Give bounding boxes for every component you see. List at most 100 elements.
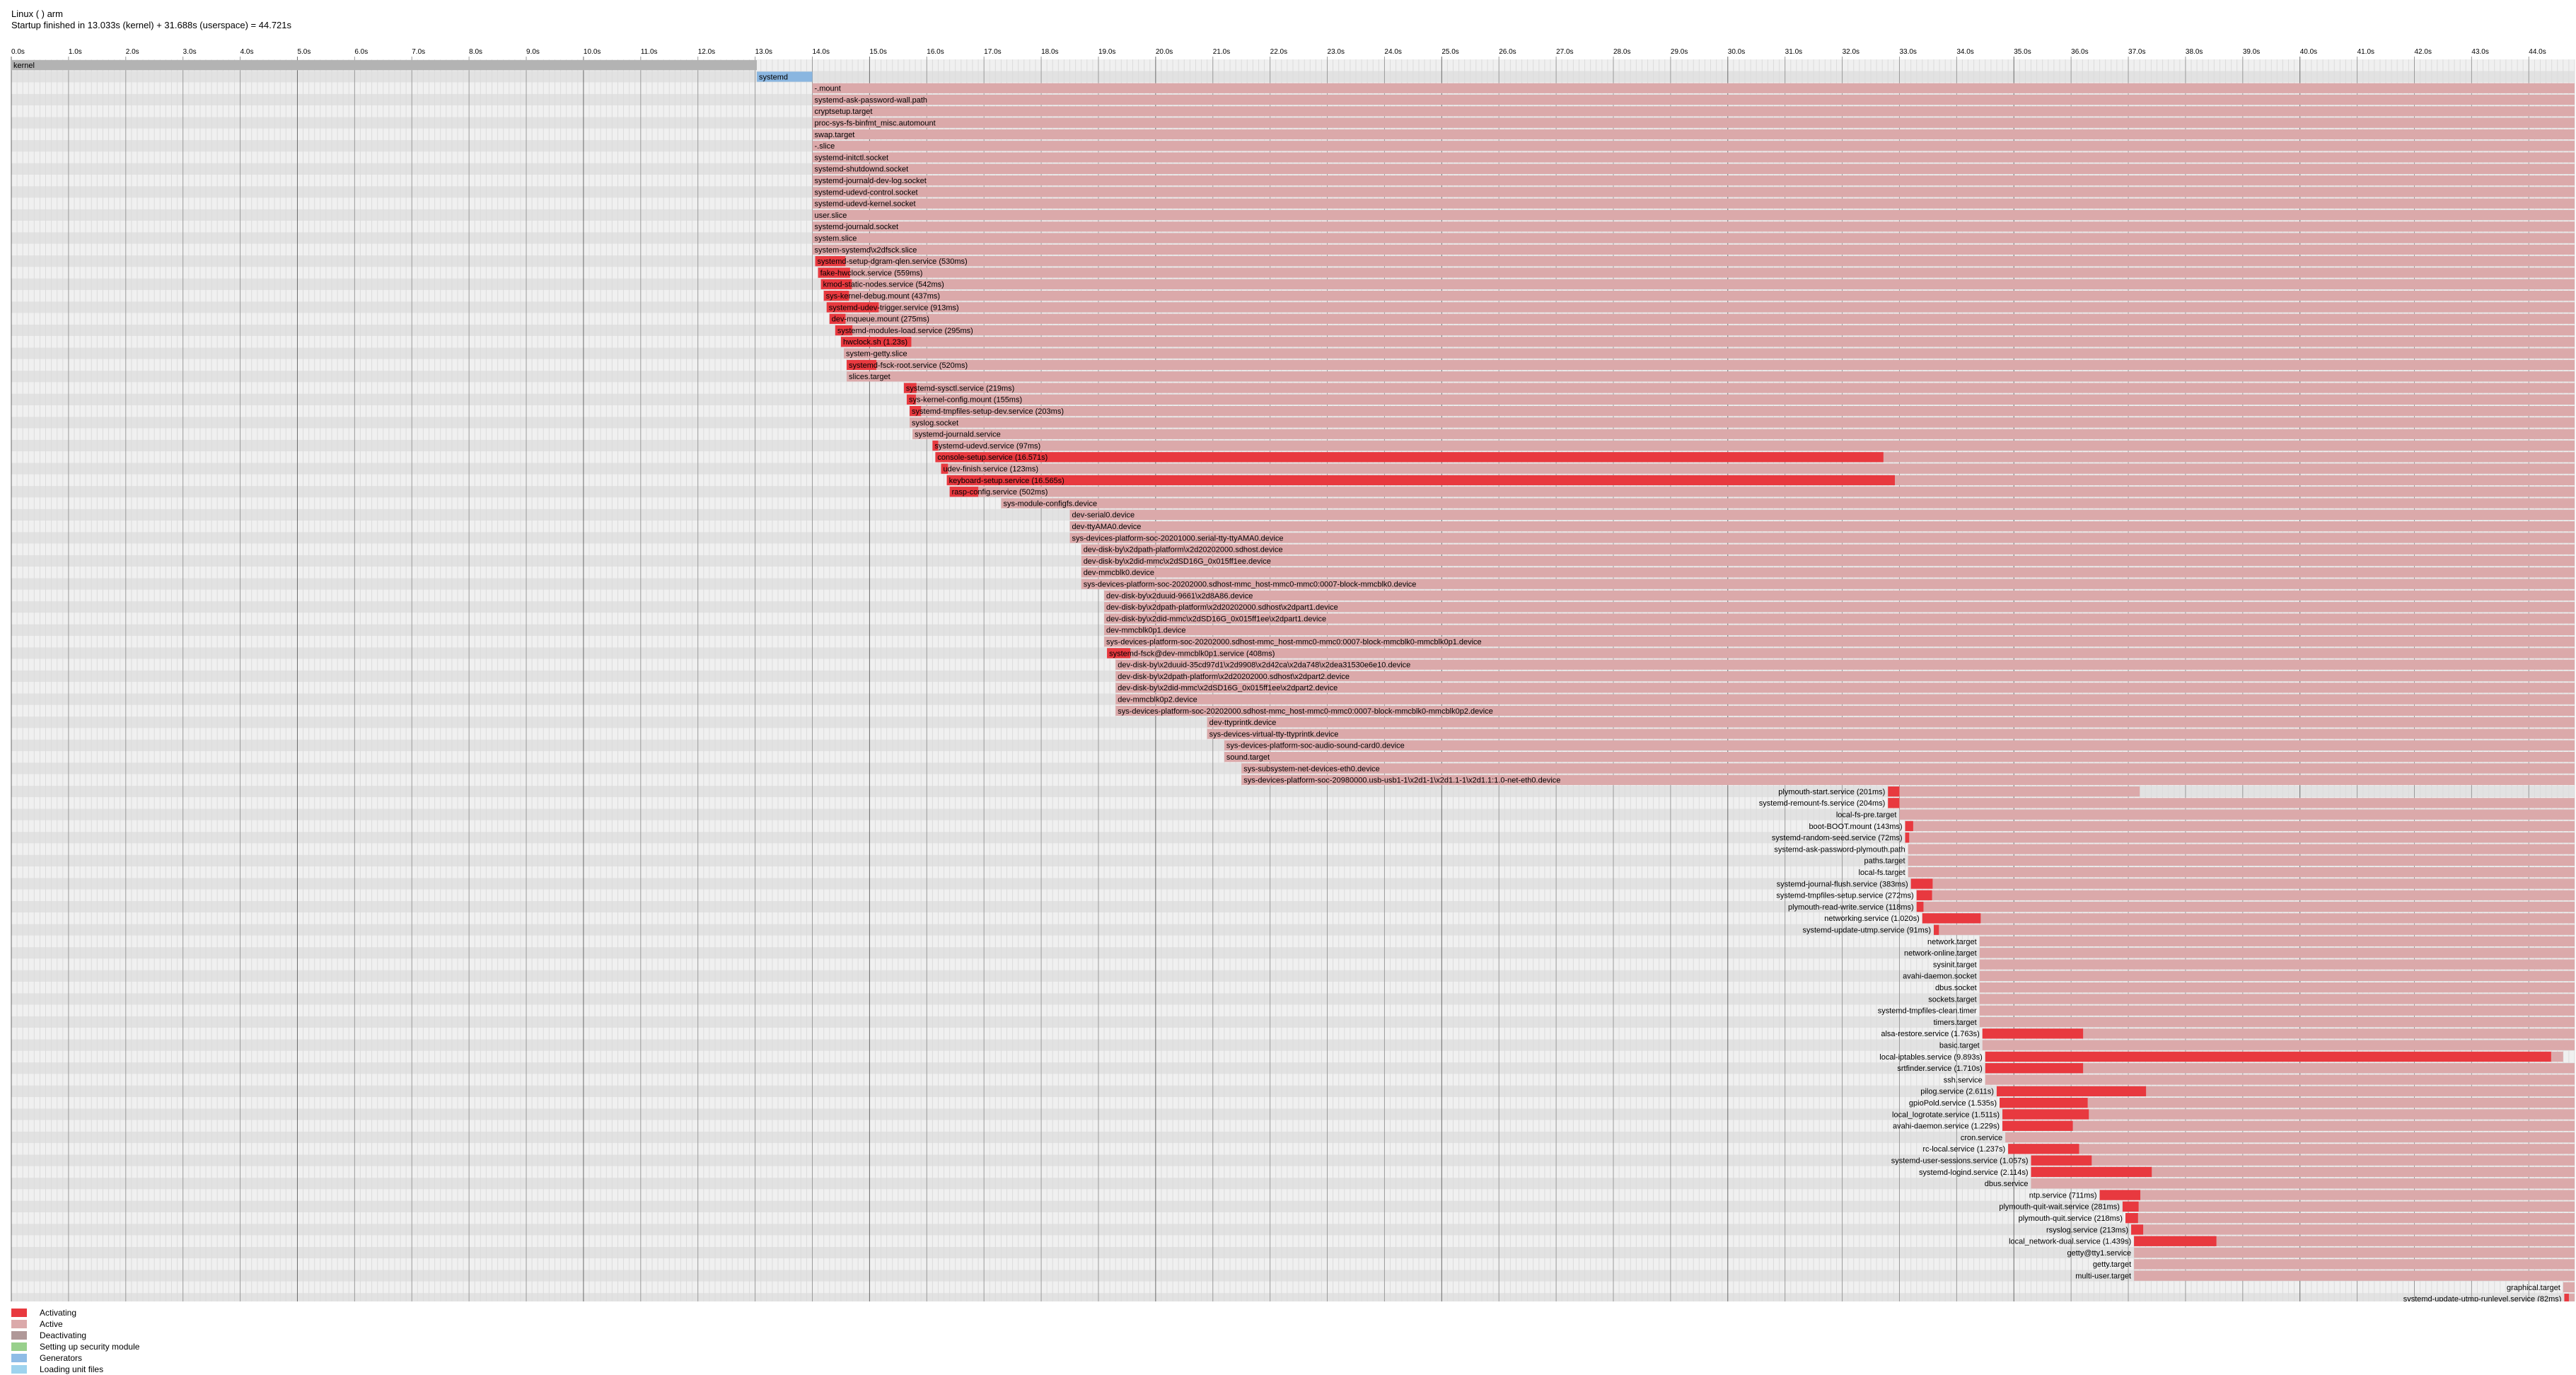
x-tick-label: 18.0s [1041, 48, 1058, 56]
activating-bar [1888, 786, 1900, 797]
active-bar [1224, 752, 2575, 762]
row-label: systemd-tmpfiles-setup.service (272ms) [1776, 892, 1913, 900]
row-label: getty.target [2093, 1260, 2131, 1269]
row-label: fake-hwclock.service (559ms) [820, 269, 923, 277]
row-label: systemd-ask-password-plymouth.path [1774, 845, 1905, 854]
active-bar [1069, 521, 2575, 532]
chart-header: Linux ( ) arm Startup finished in 13.033… [11, 8, 291, 31]
active-bar [1979, 1005, 2575, 1016]
active-bar [1985, 1063, 2575, 1074]
active-bar [829, 313, 2575, 324]
legend-label: Loading unit files [40, 1364, 104, 1374]
row-label: sys-devices-platform-soc-20201000.serial… [1072, 534, 1284, 543]
active-bar [823, 291, 2575, 301]
activating-bar [2002, 1120, 2073, 1131]
active-bar [812, 129, 2575, 140]
activating-bar [2002, 1109, 2089, 1120]
row-label: systemd-update-utmp.service (91ms) [1802, 927, 1931, 935]
active-bar [840, 337, 2575, 347]
x-tick-label: 33.0s [1899, 48, 1916, 56]
row-label: sockets.target [1928, 995, 1976, 1004]
row-label: getty@tty1.service [2067, 1249, 2131, 1258]
x-tick-label: 34.0s [1956, 48, 1973, 56]
x-tick-label: 10.0s [584, 48, 601, 56]
row-label: slices.target [849, 373, 890, 381]
activating-bar [903, 383, 917, 393]
activating-bar [1916, 901, 1924, 912]
row-label: systemd-fsck-root.service (520ms) [849, 361, 968, 370]
activating-bar [906, 394, 916, 405]
row-label: dev-mmcblk0p1.device [1106, 627, 1186, 635]
row-label: -.slice [815, 142, 835, 151]
active-bar [835, 325, 2575, 336]
row-label: plymouth-read-write.service (118ms) [1788, 903, 1914, 912]
x-tick-label: 31.0s [1785, 48, 1802, 56]
legend-label: Setting up security module [40, 1342, 140, 1352]
x-tick-label: 27.0s [1556, 48, 1573, 56]
x-tick-label: 35.0s [2014, 48, 2031, 56]
legend-item-activating: Activating [11, 1307, 139, 1318]
active-bar [812, 209, 2575, 221]
active-bar [1104, 590, 2575, 601]
row-label: systemd-logind.service (2.114s) [1919, 1168, 2028, 1177]
active-bar [2002, 1109, 2575, 1120]
active-bar [2008, 1144, 2575, 1154]
activating-bar [823, 291, 849, 301]
active-bar [1115, 659, 2575, 670]
active-bar [2099, 1190, 2575, 1200]
row-label: systemd-journald-dev-log.socket [815, 177, 927, 185]
x-tick-label: 37.0s [2128, 48, 2145, 56]
active-bar [812, 175, 2575, 186]
legend-label: Generators [40, 1353, 83, 1363]
active-bar [812, 117, 2575, 128]
x-tick-label: 6.0s [354, 48, 368, 56]
x-tick-label: 44.0s [2529, 48, 2546, 56]
row-label: -.mount [815, 85, 841, 93]
active-bar [1982, 1028, 2575, 1039]
activating-bar [2134, 1236, 2217, 1246]
activating-bar [2031, 1166, 2152, 1178]
active-bar [1207, 729, 2575, 739]
x-tick-label: 11.0s [641, 48, 658, 56]
active-bar [2134, 1247, 2575, 1258]
active-bar [1241, 763, 2575, 774]
activating-bar [1982, 1028, 2084, 1039]
active-bar [11, 60, 758, 71]
active-bar [2125, 1213, 2575, 1224]
active-bar [2031, 1166, 2575, 1178]
active-bar [1104, 613, 2575, 624]
active-bar [1910, 878, 2575, 889]
active-bar [1979, 948, 2575, 958]
active-bar [2134, 1259, 2575, 1270]
active-bar [812, 94, 2575, 105]
row-label: cryptsetup.target [815, 108, 873, 116]
activating-bar [935, 452, 1884, 463]
x-tick-label: 41.0s [2357, 48, 2374, 56]
row-label: dev-mmcblk0p2.device [1118, 696, 1197, 704]
active-bar [932, 440, 2575, 451]
active-bar [1979, 959, 2575, 970]
row-label: sys-devices-platform-soc-20980000.usb-us… [1243, 777, 1560, 785]
active-bar [812, 163, 2575, 174]
activating-bar [941, 463, 948, 474]
x-tick-label: 43.0s [2471, 48, 2488, 56]
row-label: local-fs-pre.target [1836, 811, 1897, 820]
legend-item-generators: Generators [11, 1352, 139, 1364]
active-bar [1081, 544, 2575, 555]
row-label: systemd-setup-dgram-qlen.service (530ms) [818, 257, 968, 266]
row-label: syslog.socket [912, 419, 958, 427]
active-bar [1104, 602, 2575, 613]
row-label: system-systemd\x2dfsck.slice [815, 246, 917, 255]
row-label: system-getty.slice [846, 350, 907, 359]
active-bar [1224, 740, 2575, 750]
active-bar [1241, 774, 2575, 785]
active-bar [2564, 1294, 2575, 1301]
row-label: dev-disk-by\x2dpath-platform\x2d20202000… [1106, 603, 1338, 612]
row-label: sys-devices-platform-soc-audio-sound-car… [1226, 742, 1405, 750]
activating-bar [840, 337, 912, 347]
row-label: dev-disk-by\x2duuid-35cd97d1\x2d9908\x2d… [1118, 661, 1410, 670]
row-label: plymouth-start.service (201ms) [1778, 788, 1885, 796]
legend-swatch-deactivating [11, 1331, 27, 1340]
row-label: network.target [1927, 938, 1977, 946]
row-label: dev-disk-by\x2did-mmc\x2dSD16G_0x015ff1e… [1106, 615, 1326, 623]
